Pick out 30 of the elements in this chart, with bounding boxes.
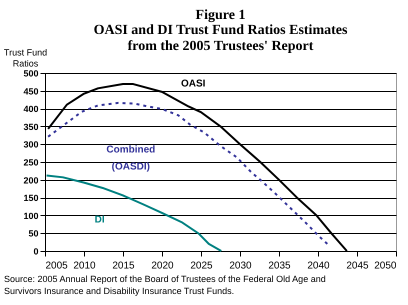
source-note: Source: 2005 Annual Report of the Board of Trustees of the Federal Old Age and Survivors Insurance and Disability Insurance Trust Funds.	[4, 274, 326, 296]
chart-subtitle: OASI and DI Trust Fund Ratios Estimates from the 2005 Trustees' Report	[94, 23, 348, 54]
y-tick-label: 500	[23, 68, 38, 78]
x-tick-label: 2035	[268, 260, 292, 272]
y-tick-label: 400	[23, 104, 38, 114]
y-tick-label: 250	[23, 158, 38, 168]
text: DI	[94, 214, 105, 226]
x-tick-label: 2030	[229, 260, 252, 272]
y-tick-label: 300	[23, 140, 38, 150]
x-tick-label: 2040	[307, 260, 330, 272]
x-tick-label: 2015	[112, 260, 136, 272]
x-tick-label: 2005	[46, 260, 68, 272]
text: Combined (OASDI)	[106, 144, 156, 173]
y-axis-title: Trust Fund Ratios	[4, 48, 48, 68]
y-tick-label: 450	[23, 86, 38, 96]
x-tick-label: 2025	[190, 260, 214, 272]
line-series	[47, 102, 328, 245]
x-tick-label: 2050	[374, 260, 397, 272]
y-tick-label: 200	[23, 175, 38, 186]
y-tick-label: 50	[28, 228, 38, 239]
x-tick-label: 2045	[346, 260, 370, 272]
x-tick-label: 2020	[151, 260, 174, 272]
x-tick-label: 2010	[73, 260, 96, 272]
y-tick-label: 100	[23, 210, 38, 221]
y-tick-label: 150	[23, 193, 38, 204]
line-series	[46, 174, 222, 252]
y-tick-label: 0	[33, 246, 38, 256]
y-tick-label: 350	[23, 122, 38, 132]
chart-title: Figure 1	[196, 8, 246, 23]
series-label: OASI	[180, 78, 206, 90]
